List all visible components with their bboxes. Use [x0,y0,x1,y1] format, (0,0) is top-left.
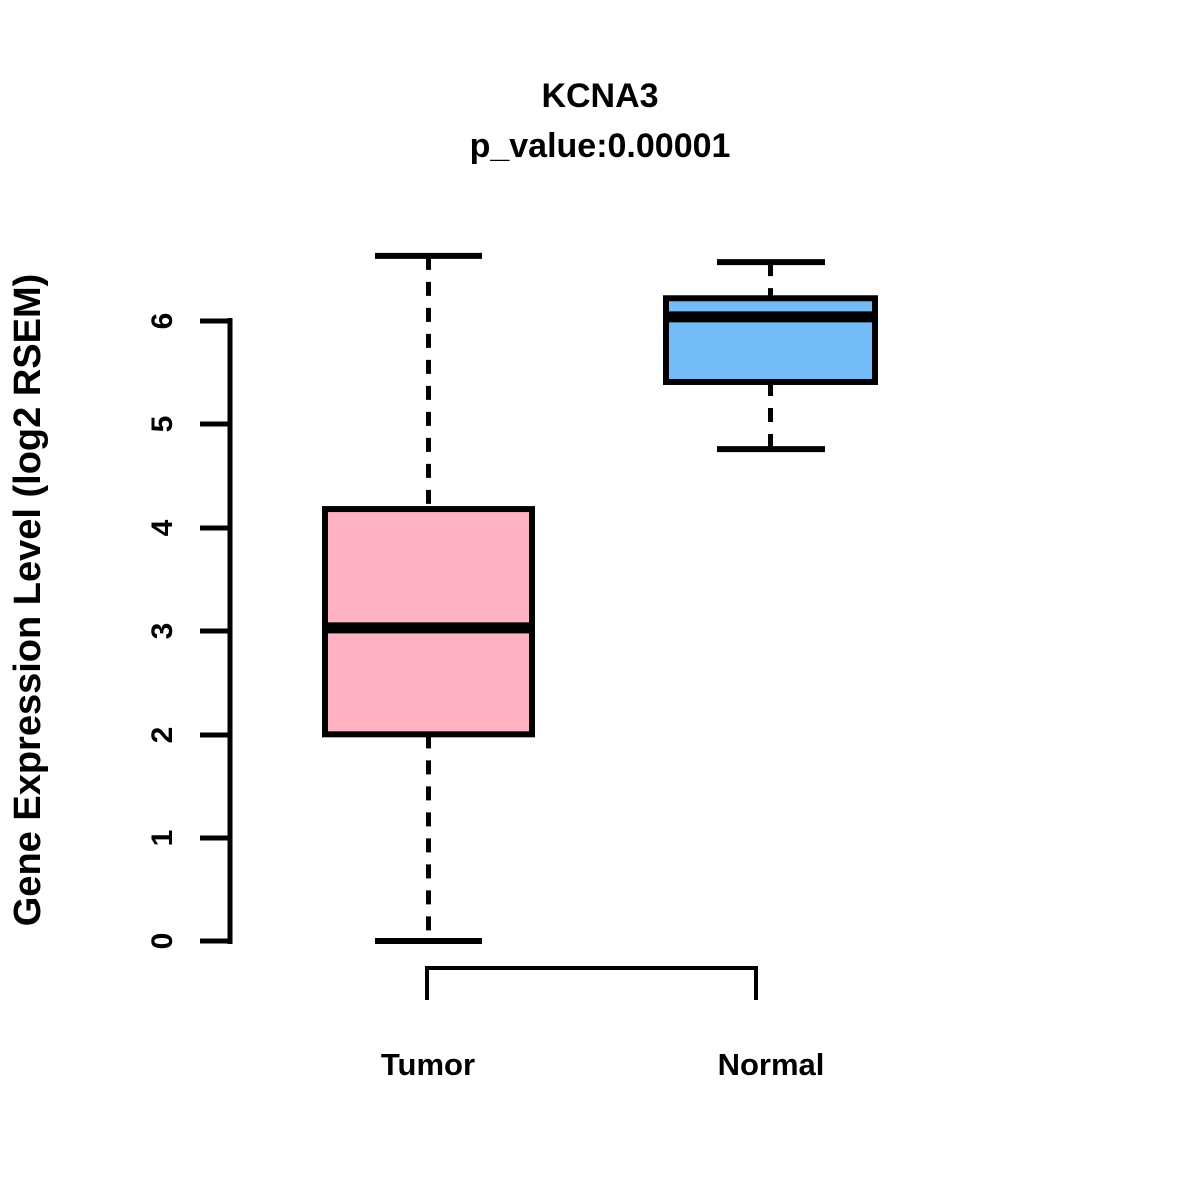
y-axis-ticks [200,318,232,944]
y-tick-label-1: 1 [146,830,179,847]
chart-subtitle: p_value:0.00001 [470,127,731,165]
y-axis-tick-labels: 6 5 4 3 2 1 0 [146,313,179,950]
y-tick-label-2: 2 [146,727,179,744]
chart-title: KCNA3 [541,77,658,115]
y-tick-label-6: 6 [146,313,179,330]
x-axis-label-normal: Normal [718,1047,825,1082]
y-tick-label-0: 0 [146,933,179,950]
box-tumor[interactable] [322,506,535,738]
y-tick-label-4: 4 [146,519,179,536]
y-axis-title: Gene Expression Level (log2 RSEM) [7,274,49,927]
y-tick-label-3: 3 [146,623,179,640]
x-axis-label-tumor: Tumor [381,1047,475,1082]
x-axis [425,966,758,1000]
box-group-tumor[interactable] [322,252,535,944]
box-group-normal[interactable] [663,259,878,453]
box-normal[interactable] [663,295,878,385]
y-tick-label-5: 5 [146,416,179,433]
